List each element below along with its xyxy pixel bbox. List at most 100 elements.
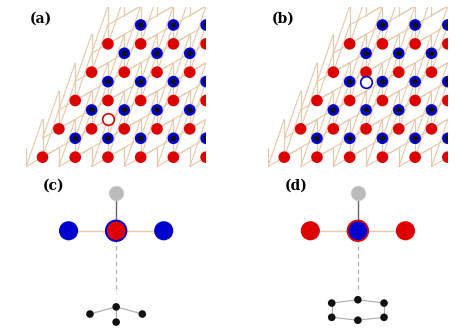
Point — [86, 311, 94, 317]
Point — [362, 51, 370, 56]
Point — [72, 155, 79, 160]
Text: (a): (a) — [30, 11, 52, 25]
Point — [186, 51, 193, 56]
Point — [444, 136, 452, 141]
Point — [104, 155, 112, 160]
Point — [346, 79, 354, 84]
Point — [65, 228, 73, 233]
Point — [444, 41, 452, 46]
Point — [444, 98, 452, 103]
Point — [186, 126, 193, 132]
Point — [170, 41, 177, 46]
Point — [153, 51, 161, 56]
Point — [137, 79, 145, 84]
Point — [354, 318, 362, 323]
Point — [428, 69, 435, 75]
Point — [55, 126, 63, 132]
Point — [268, 22, 275, 28]
Point — [428, 126, 435, 132]
Point — [153, 107, 161, 113]
Point — [346, 79, 354, 84]
Point — [137, 79, 145, 84]
Point — [112, 190, 120, 195]
Point — [411, 79, 419, 84]
Point — [329, 107, 337, 113]
Text: (b): (b) — [272, 11, 294, 25]
Text: (c): (c) — [43, 178, 64, 192]
Point — [202, 79, 210, 84]
Point — [297, 126, 304, 132]
Point — [313, 136, 321, 141]
Point — [428, 51, 435, 56]
Point — [411, 22, 419, 28]
Point — [39, 155, 46, 160]
Point — [460, 107, 468, 113]
Point — [88, 69, 95, 75]
Point — [411, 41, 419, 46]
Point — [235, 79, 243, 84]
Point — [120, 51, 128, 56]
Point — [379, 79, 386, 84]
Point — [202, 136, 210, 141]
Point — [379, 136, 386, 141]
Point — [411, 22, 419, 28]
Point — [219, 107, 226, 113]
Point — [219, 126, 226, 132]
Point — [170, 22, 177, 28]
Point — [362, 126, 370, 132]
Point — [354, 297, 362, 302]
Point — [153, 69, 161, 75]
Point — [411, 136, 419, 141]
Point — [72, 136, 79, 141]
Point — [354, 228, 362, 233]
Point — [104, 136, 112, 141]
Point — [362, 51, 370, 56]
Point — [120, 51, 128, 56]
Point — [428, 107, 435, 113]
Point — [346, 136, 354, 141]
Point — [395, 51, 402, 56]
Point — [251, 51, 259, 56]
Point — [202, 98, 210, 103]
Point — [104, 117, 112, 122]
Point — [444, 22, 452, 28]
Point — [235, 41, 243, 46]
Point — [202, 22, 210, 28]
Point — [346, 136, 354, 141]
Point — [138, 311, 146, 317]
Point — [428, 51, 435, 56]
Point — [401, 228, 409, 233]
Point — [460, 51, 468, 56]
Point — [219, 51, 226, 56]
Point — [219, 69, 226, 75]
Point — [137, 136, 145, 141]
Point — [153, 126, 161, 132]
Point — [380, 315, 388, 320]
Point — [186, 69, 193, 75]
Point — [202, 79, 210, 84]
Point — [379, 136, 386, 141]
Point — [120, 107, 128, 113]
Point — [112, 304, 120, 310]
Point — [329, 69, 337, 75]
Point — [170, 136, 177, 141]
Point — [444, 22, 452, 28]
Point — [202, 41, 210, 46]
Point — [313, 136, 321, 141]
Point — [170, 22, 177, 28]
Point — [202, 136, 210, 141]
Point — [395, 107, 402, 113]
Point — [72, 136, 79, 141]
Point — [186, 51, 193, 56]
Point — [186, 107, 193, 113]
Point — [444, 79, 452, 84]
Point — [313, 155, 321, 160]
Point — [104, 136, 112, 141]
Point — [235, 22, 243, 28]
Point — [411, 79, 419, 84]
Point — [313, 98, 321, 103]
Point — [112, 228, 120, 233]
Point — [251, 69, 259, 75]
Point — [362, 79, 370, 84]
Point — [120, 69, 128, 75]
